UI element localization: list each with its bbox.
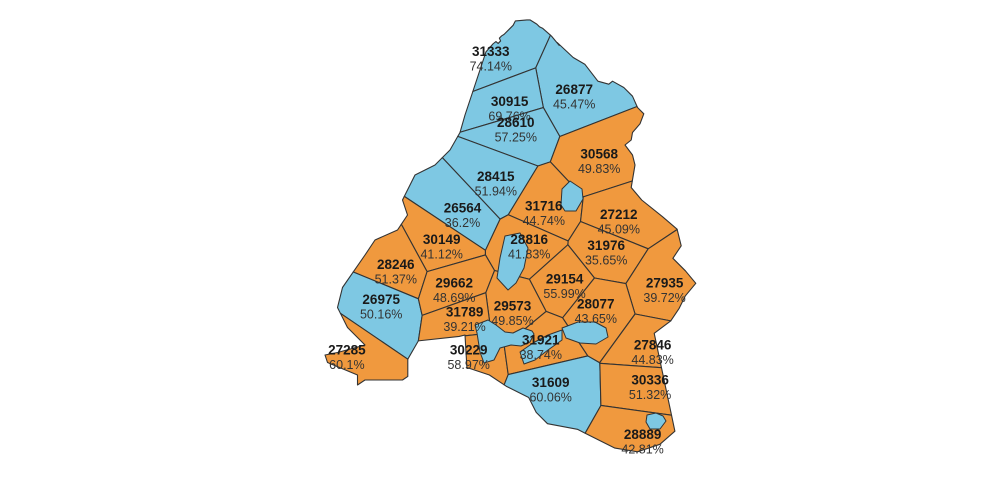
svg-text:38.74%: 38.74% [520, 348, 562, 362]
svg-text:28415: 28415 [477, 169, 515, 184]
svg-text:36.2%: 36.2% [445, 216, 480, 230]
svg-text:48.69%: 48.69% [433, 291, 475, 305]
svg-text:43.65%: 43.65% [575, 312, 617, 326]
svg-text:31609: 31609 [532, 375, 570, 390]
svg-text:49.83%: 49.83% [578, 162, 620, 176]
svg-text:29154: 29154 [546, 271, 584, 286]
svg-text:44.74%: 44.74% [523, 214, 565, 228]
svg-text:29662: 29662 [435, 276, 473, 291]
svg-text:28889: 28889 [624, 427, 662, 442]
svg-text:26877: 26877 [555, 82, 593, 97]
svg-text:45.09%: 45.09% [598, 222, 640, 236]
svg-text:27285: 27285 [328, 343, 366, 358]
svg-text:45.47%: 45.47% [553, 97, 595, 111]
svg-text:41.83%: 41.83% [508, 247, 550, 261]
svg-text:31976: 31976 [587, 238, 625, 253]
svg-text:26564: 26564 [444, 201, 482, 216]
svg-text:50.16%: 50.16% [360, 308, 402, 322]
svg-text:30229: 30229 [450, 343, 488, 358]
svg-text:60.1%: 60.1% [329, 358, 364, 372]
svg-text:39.72%: 39.72% [643, 291, 685, 305]
svg-text:42.81%: 42.81% [621, 443, 663, 457]
svg-text:31716: 31716 [525, 198, 563, 213]
svg-text:41.12%: 41.12% [420, 247, 462, 261]
svg-text:29573: 29573 [494, 298, 532, 313]
svg-text:28816: 28816 [510, 232, 548, 247]
svg-text:26975: 26975 [362, 292, 400, 307]
svg-text:30336: 30336 [631, 372, 669, 387]
svg-text:31789: 31789 [446, 305, 484, 320]
svg-text:60.06%: 60.06% [529, 390, 571, 404]
svg-text:51.94%: 51.94% [475, 185, 517, 199]
svg-text:39.21%: 39.21% [443, 320, 485, 334]
svg-text:30149: 30149 [423, 232, 461, 247]
svg-text:28610: 28610 [497, 115, 535, 130]
svg-text:30568: 30568 [580, 146, 618, 161]
svg-text:57.25%: 57.25% [495, 131, 537, 145]
svg-text:51.32%: 51.32% [629, 388, 671, 402]
svg-text:30915: 30915 [491, 94, 529, 109]
svg-text:31921: 31921 [522, 333, 560, 348]
svg-text:27935: 27935 [646, 276, 684, 291]
svg-text:31333: 31333 [472, 44, 510, 59]
svg-text:35.65%: 35.65% [585, 254, 627, 268]
svg-text:44.83%: 44.83% [631, 353, 673, 367]
svg-text:27212: 27212 [600, 207, 638, 222]
svg-text:74.14%: 74.14% [470, 60, 512, 74]
svg-text:58.97%: 58.97% [447, 358, 489, 372]
svg-text:28246: 28246 [377, 257, 415, 272]
svg-text:49.85%: 49.85% [491, 314, 533, 328]
svg-text:28077: 28077 [577, 296, 615, 311]
svg-text:51.37%: 51.37% [375, 272, 417, 286]
svg-text:27846: 27846 [634, 338, 672, 353]
